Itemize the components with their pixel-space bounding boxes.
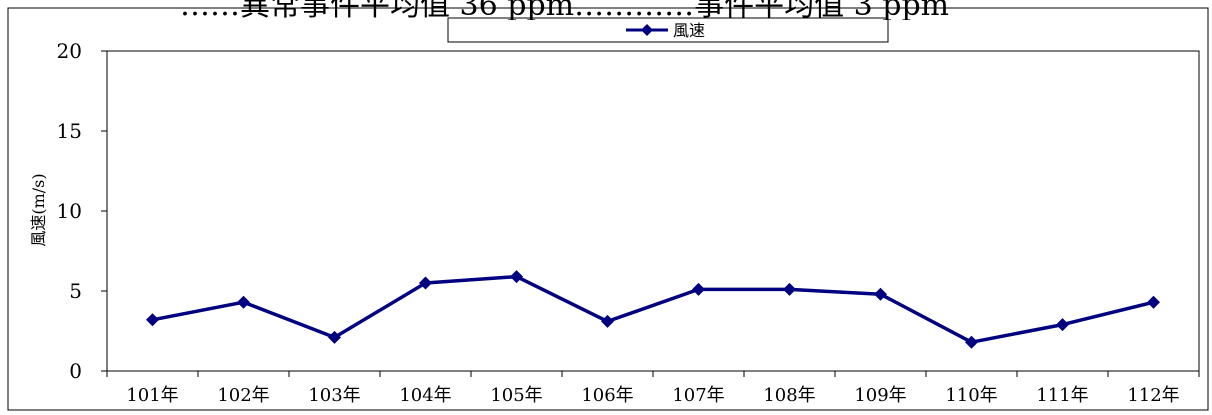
data-point-marker	[1147, 295, 1160, 309]
x-tick-label: 101年	[126, 385, 178, 406]
plot-area: 0 5 10 15 20 101年 102年 103年 104年 105年 106年 107年 108年…	[57, 39, 1200, 406]
x-tick-label: 107年	[672, 385, 724, 406]
data-point-marker	[874, 287, 887, 301]
x-tick-label: 112年	[1127, 385, 1179, 406]
data-point-marker	[965, 335, 978, 349]
data-point-marker	[510, 270, 523, 284]
data-point-marker	[692, 282, 705, 296]
data-point-marker	[328, 330, 341, 344]
x-tick-label: 108年	[763, 385, 815, 406]
x-tick-label: 106年	[581, 385, 633, 406]
top-caption: ……異常事件平均值 36 ppm…………事件平均值 3 ppm	[180, 0, 950, 20]
plot-area-border	[106, 50, 1200, 372]
x-tick-label: 111年	[1036, 385, 1088, 406]
y-axis-title: 風速(m/s)	[29, 173, 48, 246]
legend-marker	[641, 24, 653, 36]
data-point-marker	[1056, 318, 1069, 332]
y-tick-label: 20	[57, 39, 82, 63]
data-point-marker	[783, 282, 796, 296]
legend: 風速	[447, 17, 889, 43]
x-tick-label: 102年	[217, 385, 269, 406]
x-tick-label: 104年	[399, 385, 451, 406]
data-point-marker	[601, 314, 614, 328]
y-tick-label: 10	[57, 199, 82, 223]
x-tick-label: 105年	[490, 385, 542, 406]
data-point-marker	[419, 276, 432, 290]
data-point-marker	[237, 295, 250, 309]
x-tick-label: 103年	[308, 385, 360, 406]
y-tick-label: 0	[69, 359, 82, 383]
y-tick-label: 5	[69, 279, 82, 303]
chart-frame	[7, 7, 1209, 411]
legend-label: 風速	[673, 21, 705, 40]
x-tick-label: 109年	[854, 385, 906, 406]
series-line	[152, 274, 1154, 344]
y-tick-label: 15	[57, 119, 82, 143]
x-tick-label: 110年	[945, 385, 997, 406]
data-point-marker	[146, 313, 159, 327]
